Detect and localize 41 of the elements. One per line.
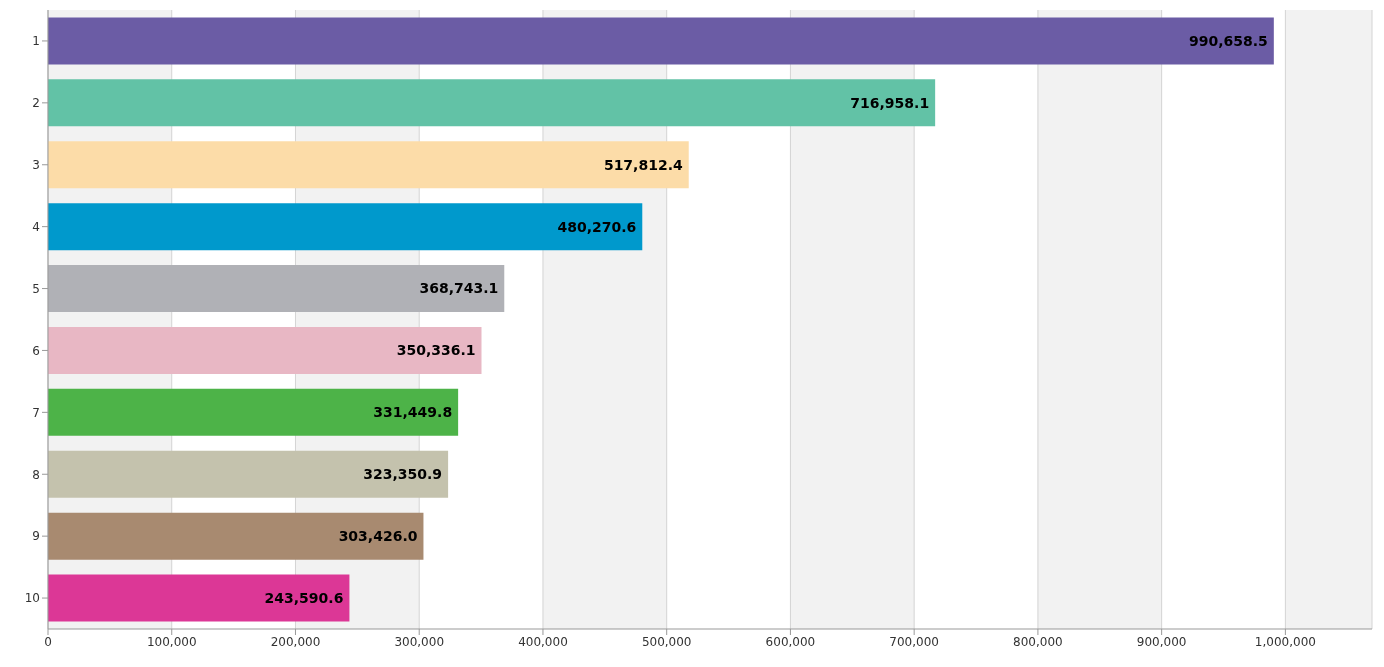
y-tick-label: 5 (32, 281, 40, 296)
data-label: 716,958.1 (850, 94, 930, 111)
x-tick-label: 400,000 (518, 634, 568, 649)
y-tick-label: 3 (32, 158, 40, 173)
bar (48, 203, 643, 251)
data-label: 303,426.0 (338, 528, 418, 545)
x-tick-label: 1,000,000 (1254, 634, 1316, 649)
x-tick-label: 600,000 (765, 634, 816, 649)
x-tick-label: 700,000 (889, 634, 939, 649)
bar (48, 265, 505, 313)
data-label: 990,658.5 (1189, 32, 1268, 49)
bar (48, 512, 424, 560)
data-label: 331,449.8 (373, 404, 453, 421)
bar (48, 17, 1274, 65)
x-tick-label: 0 (44, 634, 52, 649)
y-tick-label: 4 (32, 219, 40, 234)
bar (48, 388, 459, 436)
x-tick-label: 900,000 (1136, 634, 1187, 649)
data-label: 517,812.4 (603, 156, 683, 173)
bar (48, 326, 482, 374)
data-label: 368,743.1 (419, 280, 499, 297)
bar (48, 574, 350, 622)
x-tick-label: 300,000 (394, 634, 445, 649)
x-tick-label: 500,000 (641, 634, 692, 649)
y-tick-label: 10 (24, 591, 40, 606)
bar (48, 79, 936, 127)
x-tick-label: 800,000 (1013, 634, 1063, 649)
x-tick-label: 100,000 (146, 634, 197, 649)
y-tick-label: 7 (32, 405, 40, 420)
data-label: 243,590.6 (264, 590, 344, 606)
bar (48, 141, 689, 189)
data-label: 323,350.9 (363, 466, 443, 483)
data-label: 350,336.1 (396, 342, 476, 359)
x-tick-label: 200,000 (270, 634, 321, 649)
data-label: 480,270.6 (557, 218, 637, 235)
y-tick-label: 8 (32, 467, 40, 482)
y-tick-label: 6 (32, 343, 40, 358)
y-tick-label: 9 (32, 529, 40, 544)
y-tick-label: 2 (32, 96, 40, 111)
bar (48, 450, 449, 498)
y-tick-label: 1 (32, 34, 40, 49)
